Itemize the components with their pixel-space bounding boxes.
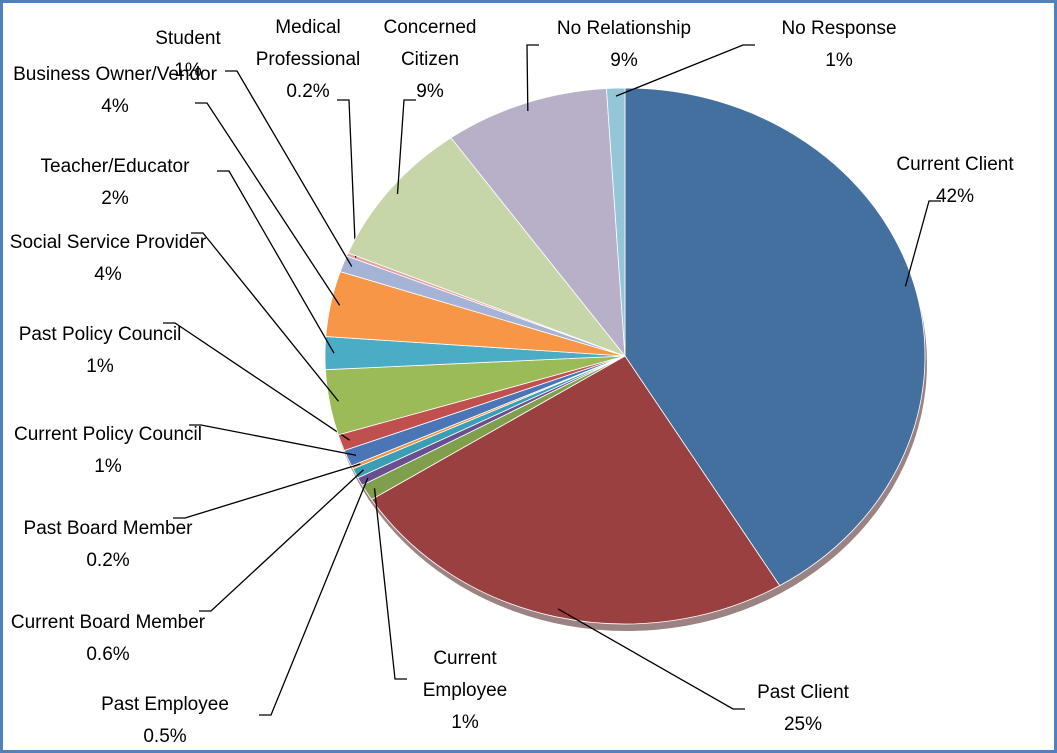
slice-value: 1% (451, 712, 479, 733)
slice-label: Current Employee 1% (405, 643, 525, 739)
slice-value: 1% (825, 50, 853, 71)
slice-name: Concerned Citizen (383, 17, 477, 70)
slice-label: No Relationship 9% (529, 13, 719, 77)
leader-line (199, 469, 364, 612)
slice-name: Student (155, 28, 221, 49)
leader-line (373, 488, 407, 680)
leader-line (225, 70, 353, 267)
leader-line (191, 232, 339, 402)
slice-name: Past Client (757, 682, 849, 703)
slice-label: Medical Professional 0.2% (243, 12, 373, 108)
pie-slice (606, 87, 626, 357)
slice-label: Current Client 42% (865, 149, 1045, 213)
slice-label: No Response 1% (759, 13, 919, 77)
slice-value: 9% (416, 81, 444, 102)
slice-label: Current Board Member 0.6% (8, 607, 208, 671)
leader-line (615, 44, 755, 97)
slice-label: Past Board Member 0.2% (8, 513, 208, 577)
slice-value: 0.5% (143, 726, 187, 747)
leader-line (217, 170, 335, 354)
slice-value: 25% (783, 714, 823, 735)
slice-value: 0.2% (86, 550, 130, 571)
leader-line (163, 322, 351, 441)
slice-value: 0.2% (286, 81, 330, 102)
pie-slice (450, 88, 626, 358)
slice-value: 4% (94, 264, 122, 285)
pie-area (163, 44, 941, 716)
pie-slice (347, 137, 627, 357)
leader-line (173, 463, 361, 519)
slice-value: 4% (101, 96, 129, 117)
slice-name: Current Policy Council (14, 424, 202, 445)
slice-value: 9% (610, 50, 638, 71)
slice-name: No Response (781, 18, 897, 39)
pie-slice (624, 87, 926, 587)
pie-slice (371, 355, 781, 625)
slice-name: Medical Professional (255, 17, 361, 70)
slice-value: 1% (174, 60, 202, 81)
leader-line (337, 99, 357, 258)
slice-label: Past Client 25% (713, 677, 893, 741)
slice-name: Past Policy Council (18, 324, 182, 345)
slice-name: Social Service Provider (9, 232, 207, 253)
leader-line (195, 102, 341, 306)
slice-label: Teacher/Educator 2% (5, 151, 225, 215)
slice-value: 1% (86, 356, 114, 377)
slice-name: Current Board Member (10, 612, 206, 633)
slice-value: 1% (94, 456, 122, 477)
slice-value: 42% (935, 186, 975, 207)
slice-label: Concerned Citizen 9% (365, 12, 495, 108)
slice-label: Past Policy Council 1% (3, 319, 200, 383)
slice-label: Business Owner/Vendor 4% (5, 59, 225, 123)
slice-label: Past Employee 0.5% (65, 689, 265, 750)
slice-name: Past Employee (101, 694, 229, 715)
slice-name: No Relationship (556, 18, 692, 39)
slice-name: Business Owner/Vendor (13, 64, 217, 85)
leader-line (904, 200, 941, 287)
slice-name: Teacher/Educator (40, 156, 190, 177)
leader-line (557, 608, 745, 710)
slice-name: Current Client (896, 154, 1014, 175)
slice-label: Social Service Provider 4% (8, 227, 208, 291)
slice-label: Current Policy Council 1% (8, 419, 208, 483)
slice-name: Current Employee (422, 648, 508, 701)
leader-line (526, 44, 539, 111)
slice-value: 0.6% (86, 644, 130, 665)
slice-label: Student 1% (143, 23, 233, 87)
slice-value: 2% (101, 188, 129, 209)
leader-line (259, 477, 369, 716)
slice-name: Past Board Member (23, 518, 193, 539)
leader-line (396, 99, 416, 194)
leader-line (189, 424, 357, 456)
